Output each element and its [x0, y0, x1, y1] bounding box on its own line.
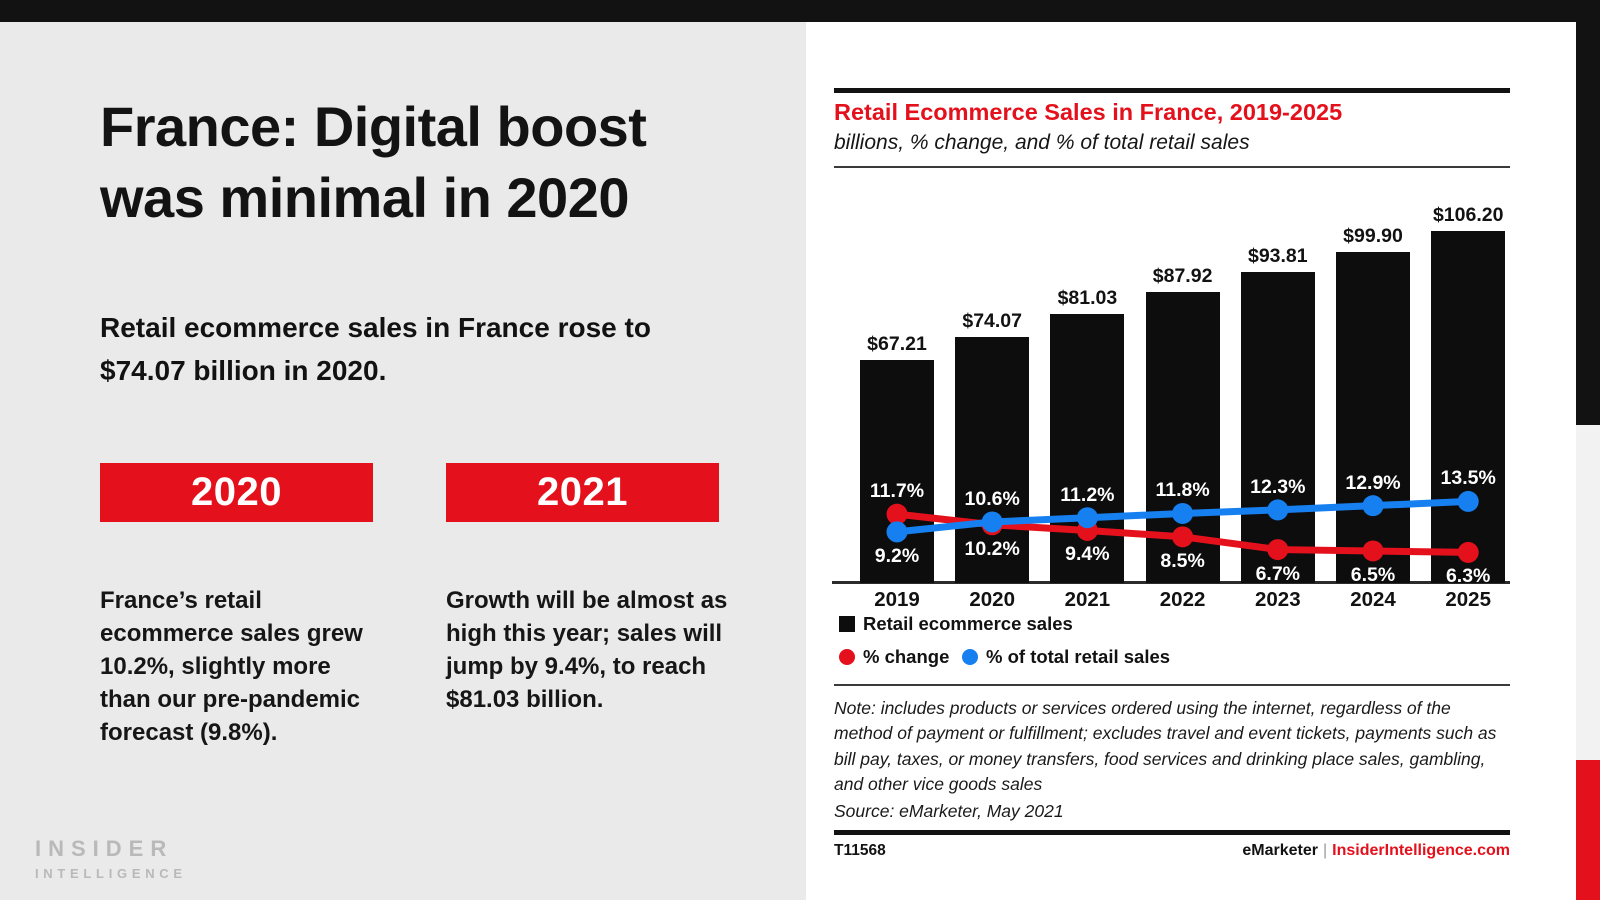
bar-value-label-2022: $87.92 — [1152, 264, 1213, 287]
% change-label-2024: 6.5% — [1350, 563, 1396, 586]
blurb-2020: France’s retail ecommerce sales grew 10.… — [100, 587, 363, 747]
right-edge-strip — [1576, 0, 1600, 900]
chart-panel: Retail Ecommerce Sales in France, 2019-2… — [806, 22, 1576, 900]
legend-pct-of-total-label: % of total retail sales — [986, 646, 1171, 667]
top-black-bar — [0, 0, 1600, 22]
chart-top-rule — [834, 88, 1510, 93]
bar-value-label-2024: $99.90 — [1343, 224, 1403, 247]
legend-pct-change: % change — [839, 646, 949, 668]
bar-value-label-2025: $106.20 — [1432, 203, 1504, 226]
edge-gray-segment — [1576, 425, 1600, 760]
x-tick-label-2020: 2020 — [969, 588, 1015, 611]
% change-label-2019: 11.7% — [869, 480, 925, 503]
bar-2023 — [1240, 272, 1315, 583]
insider-intelligence-logo: INSIDER INTELLIGENCE — [35, 836, 187, 881]
% of total retail sales-label-2022: 11.8% — [1155, 479, 1210, 502]
x-tick-label-2021: 2021 — [1064, 588, 1111, 611]
chart-credit: eMarketer | InsiderIntelligence.com — [1242, 842, 1510, 860]
% of total retail sales-label-2019: 9.2% — [874, 544, 920, 567]
credit-separator: | — [1323, 842, 1328, 859]
note-top-rule — [834, 684, 1510, 686]
% of total retail sales-label-2024: 12.9% — [1345, 471, 1401, 494]
x-tick-label-2019: 2019 — [874, 588, 920, 611]
% change-label-2023: 6.7% — [1255, 562, 1301, 585]
% of total retail sales-label-2020: 10.6% — [964, 487, 1020, 510]
chart-footer: T11568 eMarketer | InsiderIntelligence.com — [834, 842, 1510, 860]
legend-retail-ecommerce-sales: Retail ecommerce sales — [839, 613, 1073, 635]
% change-label-2021: 9.4% — [1065, 543, 1110, 566]
x-tick-label-2023: 2023 — [1254, 588, 1301, 611]
x-tick-label-2022: 2022 — [1159, 588, 1206, 611]
x-tick-label-2024: 2024 — [1350, 588, 1396, 611]
legend-bar-swatch-icon — [839, 616, 855, 632]
logo-line-insider: INSIDER — [35, 836, 174, 861]
blurb-2021: Growth will be almost as high this year;… — [446, 587, 728, 714]
chart-title: Retail Ecommerce Sales in France, 2019-2… — [834, 99, 1343, 125]
x-tick-label-2025: 2025 — [1445, 588, 1491, 611]
% change-label-2022: 8.5% — [1160, 549, 1205, 572]
chart-id: T11568 — [834, 842, 886, 859]
edge-black-segment — [1576, 0, 1600, 425]
% change-label-2025: 6.3% — [1445, 565, 1491, 588]
emarketer-brand: eMarketer — [1242, 842, 1319, 859]
bar-value-label-2020: $74.07 — [962, 310, 1023, 333]
chart-note: Note: includes products or services orde… — [834, 698, 1497, 795]
legend-bar-label: Retail ecommerce sales — [863, 613, 1073, 634]
bar-value-label-2021: $81.03 — [1057, 287, 1118, 310]
bar-value-label-2019: $67.21 — [867, 333, 927, 356]
legend-red-dot-icon — [839, 649, 855, 665]
year-badge-2021-label: 2021 — [537, 470, 628, 514]
legend-pct-change-label: % change — [863, 646, 950, 667]
bar-2024 — [1336, 251, 1410, 583]
chart-subtitle-rule — [834, 166, 1510, 168]
legend-pct-of-total: % of total retail sales — [962, 646, 1170, 668]
footer-rule — [834, 830, 1510, 835]
year-badge-2020-label: 2020 — [191, 470, 282, 514]
logo-line-intelligence: INTELLIGENCE — [35, 866, 187, 881]
page-title: France: Digital boost was minimal in 202… — [100, 95, 647, 229]
year-badge-2020: 2020 — [100, 463, 373, 522]
insiderintelligence-link[interactable]: InsiderIntelligence.com — [1332, 842, 1510, 859]
bar-2022 — [1145, 291, 1220, 583]
% change-label-2020: 10.2% — [964, 537, 1020, 560]
chart-source: Source: eMarketer, May 2021 — [834, 801, 1064, 821]
edge-red-segment — [1576, 760, 1600, 900]
bar-value-label-2023: $93.81 — [1247, 245, 1308, 268]
bar-2025 — [1431, 230, 1506, 583]
legend-blue-dot-icon — [962, 649, 978, 665]
year-badge-2021: 2021 — [446, 463, 719, 522]
% of total retail sales-label-2021: 11.2% — [1060, 483, 1115, 506]
% of total retail sales-label-2023: 12.3% — [1250, 475, 1306, 498]
% of total retail sales-label-2025: 13.5% — [1440, 467, 1496, 490]
intro-text: Retail ecommerce sales in France rose to… — [100, 312, 651, 387]
chart-subtitle: billions, % change, and % of total retai… — [834, 131, 1250, 154]
